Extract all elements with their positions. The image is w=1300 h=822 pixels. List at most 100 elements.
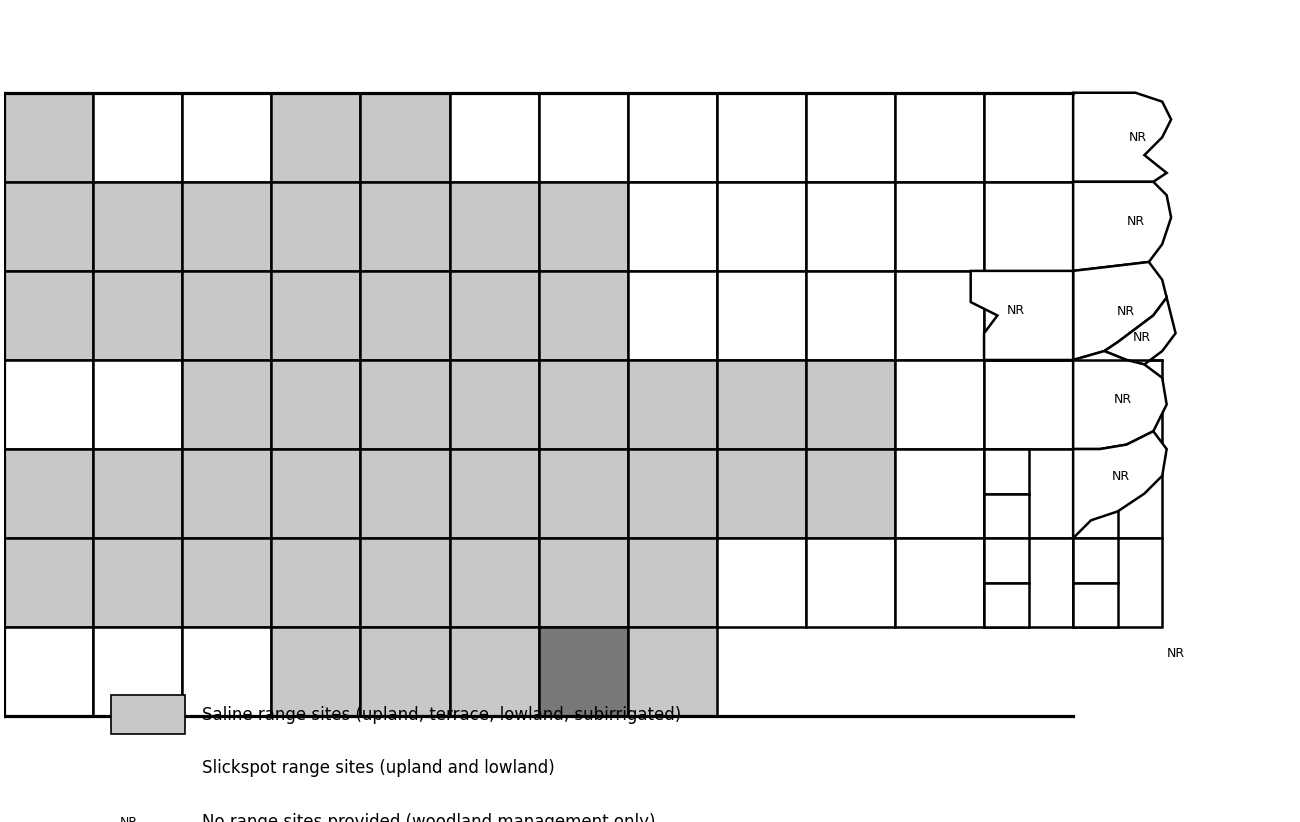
Bar: [94, 93, 182, 182]
Bar: [984, 360, 1072, 449]
Bar: [272, 271, 360, 360]
Bar: [360, 360, 450, 449]
Bar: [806, 182, 894, 271]
Text: NR: NR: [1112, 469, 1130, 483]
Bar: [4, 271, 94, 360]
Bar: [450, 93, 538, 182]
Text: NR: NR: [1128, 131, 1147, 144]
Bar: [360, 182, 450, 271]
Bar: [272, 538, 360, 627]
Bar: [94, 271, 182, 360]
Bar: [1072, 538, 1118, 583]
Bar: [716, 271, 806, 360]
Bar: [272, 627, 360, 716]
Text: Slickspot range sites (upland and lowland): Slickspot range sites (upland and lowlan…: [203, 760, 555, 778]
Bar: [450, 538, 538, 627]
Bar: [4, 627, 94, 716]
Bar: [538, 449, 628, 538]
Bar: [272, 449, 360, 538]
Bar: [984, 538, 1028, 583]
Bar: [360, 627, 450, 716]
Bar: [894, 271, 984, 360]
Polygon shape: [1072, 182, 1171, 271]
Bar: [450, 627, 538, 716]
Bar: [94, 627, 182, 716]
Bar: [628, 449, 716, 538]
Bar: [984, 493, 1028, 538]
Bar: [360, 538, 450, 627]
Bar: [806, 93, 894, 182]
Bar: [984, 182, 1072, 271]
Bar: [1072, 449, 1162, 538]
Bar: [182, 449, 272, 538]
Bar: [538, 182, 628, 271]
Text: NR: NR: [1132, 330, 1150, 344]
Text: NR: NR: [1166, 648, 1184, 660]
Bar: [538, 271, 628, 360]
Bar: [4, 93, 94, 182]
Bar: [894, 449, 984, 538]
Bar: [1072, 583, 1118, 627]
Bar: [806, 538, 894, 627]
Bar: [450, 271, 538, 360]
Bar: [538, 627, 628, 716]
Bar: [1072, 538, 1162, 627]
Polygon shape: [1072, 432, 1166, 538]
Text: NR: NR: [1126, 215, 1144, 229]
Bar: [628, 360, 716, 449]
Bar: [450, 360, 538, 449]
Bar: [716, 93, 806, 182]
Bar: [182, 93, 272, 182]
Bar: [806, 271, 894, 360]
Bar: [450, 449, 538, 538]
Bar: [984, 271, 1072, 360]
Polygon shape: [1104, 298, 1175, 364]
Bar: [1072, 493, 1118, 538]
Bar: [984, 93, 1072, 182]
Bar: [111, 695, 185, 734]
Bar: [716, 538, 806, 627]
Text: Saline range sites (upland, terrace, lowland, subirrigated): Saline range sites (upland, terrace, low…: [203, 705, 681, 723]
Bar: [182, 360, 272, 449]
Bar: [716, 182, 806, 271]
Bar: [94, 360, 182, 449]
Bar: [94, 182, 182, 271]
Text: NR: NR: [120, 815, 138, 822]
Bar: [1072, 360, 1162, 449]
Bar: [450, 182, 538, 271]
Bar: [716, 449, 806, 538]
Bar: [272, 360, 360, 449]
Bar: [94, 538, 182, 627]
Bar: [628, 182, 716, 271]
Text: No range sites provided (woodland management only): No range sites provided (woodland manage…: [203, 813, 656, 822]
Bar: [628, 93, 716, 182]
Bar: [894, 182, 984, 271]
Bar: [628, 271, 716, 360]
Bar: [272, 93, 360, 182]
Bar: [182, 538, 272, 627]
Bar: [984, 538, 1072, 627]
Bar: [94, 449, 182, 538]
Bar: [360, 449, 450, 538]
Bar: [4, 360, 94, 449]
Bar: [182, 627, 272, 716]
Text: NR: NR: [1114, 393, 1132, 406]
Bar: [4, 182, 94, 271]
Bar: [1072, 449, 1118, 493]
Polygon shape: [1072, 262, 1166, 360]
Polygon shape: [1072, 351, 1166, 449]
Polygon shape: [1072, 93, 1171, 182]
Bar: [4, 449, 94, 538]
Bar: [628, 627, 716, 716]
Bar: [272, 182, 360, 271]
Text: NR: NR: [1117, 306, 1135, 318]
Bar: [182, 271, 272, 360]
Polygon shape: [971, 271, 1072, 360]
Bar: [894, 360, 984, 449]
Bar: [984, 449, 1072, 538]
Bar: [984, 449, 1028, 493]
Bar: [806, 449, 894, 538]
Bar: [538, 93, 628, 182]
Bar: [182, 182, 272, 271]
Text: NR: NR: [1006, 304, 1024, 317]
